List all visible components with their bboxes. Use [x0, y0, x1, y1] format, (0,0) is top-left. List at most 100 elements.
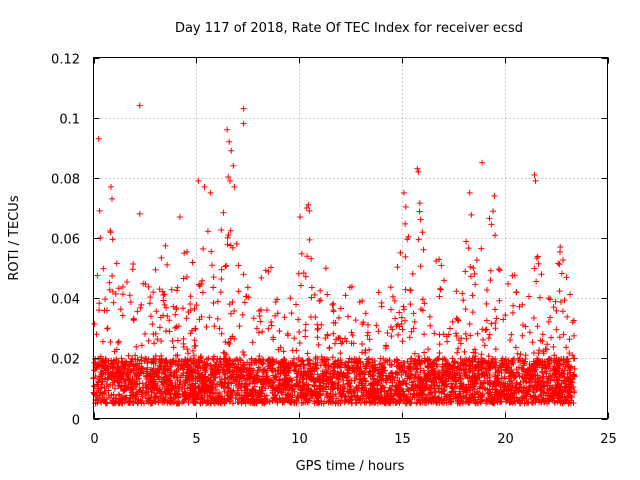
data-point	[457, 378, 464, 385]
data-point	[176, 213, 183, 220]
data-point	[564, 363, 571, 370]
data-point	[420, 246, 427, 253]
data-point	[222, 263, 229, 270]
data-point	[200, 387, 207, 394]
data-point	[427, 322, 434, 329]
data-point	[170, 344, 177, 351]
data-point	[226, 138, 233, 145]
data-point	[109, 288, 116, 295]
data-point	[479, 390, 486, 397]
data-point	[364, 332, 371, 339]
data-point	[102, 296, 109, 303]
data-point	[125, 352, 132, 359]
data-point	[564, 313, 571, 320]
data-point	[471, 270, 478, 277]
data-point	[269, 397, 276, 404]
data-point	[127, 299, 134, 306]
data-point	[352, 317, 359, 324]
data-point	[408, 356, 415, 363]
data-point	[529, 339, 536, 346]
data-point	[227, 335, 234, 342]
data-point	[466, 369, 473, 376]
data-point	[453, 288, 460, 295]
data-point	[471, 346, 478, 353]
data-point	[199, 277, 206, 284]
data-point	[281, 375, 288, 382]
data-point	[211, 362, 218, 369]
data-point	[421, 349, 428, 356]
data-point	[536, 347, 543, 354]
data-point	[172, 311, 179, 318]
data-point	[483, 300, 490, 307]
data-point	[187, 330, 194, 337]
data-point	[430, 378, 437, 385]
data-point	[111, 385, 118, 392]
data-point	[322, 335, 329, 342]
data-point	[302, 327, 309, 334]
data-point	[388, 333, 395, 340]
data-point	[501, 383, 508, 390]
data-point	[466, 189, 473, 196]
data-point	[469, 309, 476, 316]
data-point	[340, 381, 347, 388]
data-point	[545, 295, 552, 302]
data-point	[160, 297, 167, 304]
data-point	[404, 358, 411, 365]
data-point	[274, 296, 281, 303]
data-point	[180, 343, 187, 350]
data-point	[349, 332, 356, 339]
data-point	[560, 331, 567, 338]
data-point	[392, 400, 399, 407]
data-point	[536, 294, 543, 301]
data-point	[410, 325, 417, 332]
data-point	[310, 360, 317, 367]
data-point	[377, 393, 384, 400]
data-point	[224, 366, 231, 373]
data-point	[100, 265, 107, 272]
data-point	[287, 295, 294, 302]
data-point	[497, 383, 504, 390]
data-point	[295, 270, 302, 277]
data-point	[192, 325, 199, 332]
data-point	[295, 316, 302, 323]
data-point	[224, 234, 231, 241]
data-point	[162, 242, 169, 249]
data-point	[553, 307, 560, 314]
data-point	[255, 329, 262, 336]
data-point	[276, 328, 283, 335]
data-point	[183, 273, 190, 280]
data-point	[262, 385, 269, 392]
data-point	[258, 390, 265, 397]
data-point	[159, 288, 166, 295]
data-point	[314, 393, 321, 400]
data-point	[416, 208, 423, 215]
data-point	[343, 374, 350, 381]
data-point	[516, 303, 523, 310]
data-point	[167, 391, 174, 398]
data-point	[486, 331, 493, 338]
data-point	[552, 298, 559, 305]
data-point	[210, 299, 217, 306]
data-point	[233, 241, 240, 248]
data-point	[192, 399, 199, 406]
data-point	[235, 288, 242, 295]
data-point	[115, 391, 122, 398]
data-point	[493, 364, 500, 371]
data-point	[262, 267, 269, 274]
data-point	[164, 383, 171, 390]
data-point	[179, 305, 186, 312]
data-point	[107, 183, 114, 190]
data-point	[297, 213, 304, 220]
data-point	[492, 320, 499, 327]
data-point	[223, 262, 230, 269]
data-point	[553, 326, 560, 333]
data-point	[154, 382, 161, 389]
data-point	[431, 374, 438, 381]
data-point	[364, 360, 371, 367]
data-point	[184, 248, 191, 255]
data-point	[570, 372, 577, 379]
y-tick-label: 0.06	[51, 233, 80, 248]
data-point	[229, 358, 236, 365]
data-point	[218, 330, 225, 337]
data-point	[331, 340, 338, 347]
